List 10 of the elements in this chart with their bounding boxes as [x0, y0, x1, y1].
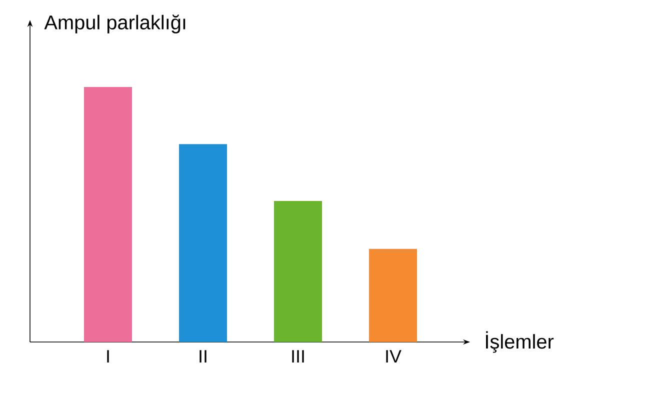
y-axis-title: Ampul parlaklığı	[44, 14, 186, 34]
bar	[179, 144, 228, 342]
bar	[84, 86, 132, 342]
x-tick-label: I	[107, 350, 109, 363]
x-tick-label: II	[200, 350, 206, 363]
x-axis-title: İşlemler	[486, 331, 554, 353]
x-tick-label: IV	[386, 350, 402, 363]
x-tick-label: III	[292, 350, 304, 363]
bar	[274, 200, 322, 342]
bar	[369, 248, 418, 342]
